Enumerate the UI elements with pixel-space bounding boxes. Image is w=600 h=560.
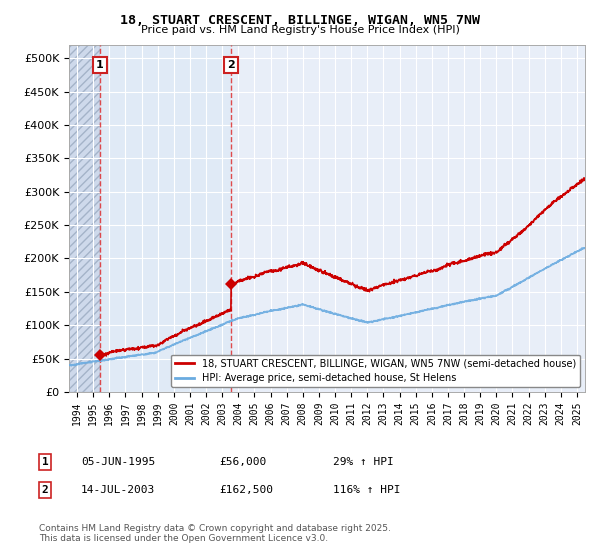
Text: 116% ↑ HPI: 116% ↑ HPI bbox=[333, 485, 401, 495]
Legend: 18, STUART CRESCENT, BILLINGE, WIGAN, WN5 7NW (semi-detached house), HPI: Averag: 18, STUART CRESCENT, BILLINGE, WIGAN, WN… bbox=[171, 354, 580, 387]
Text: Contains HM Land Registry data © Crown copyright and database right 2025.
This d: Contains HM Land Registry data © Crown c… bbox=[39, 524, 391, 543]
Text: £56,000: £56,000 bbox=[219, 457, 266, 467]
Text: 14-JUL-2003: 14-JUL-2003 bbox=[81, 485, 155, 495]
Text: Price paid vs. HM Land Registry's House Price Index (HPI): Price paid vs. HM Land Registry's House … bbox=[140, 25, 460, 35]
Text: 18, STUART CRESCENT, BILLINGE, WIGAN, WN5 7NW: 18, STUART CRESCENT, BILLINGE, WIGAN, WN… bbox=[120, 14, 480, 27]
Text: 1: 1 bbox=[41, 457, 49, 467]
Text: 2: 2 bbox=[227, 60, 235, 70]
Bar bbox=[100, 45, 231, 392]
Bar bbox=[69, 45, 100, 392]
Text: 29% ↑ HPI: 29% ↑ HPI bbox=[333, 457, 394, 467]
Text: 2: 2 bbox=[41, 485, 49, 495]
Text: 05-JUN-1995: 05-JUN-1995 bbox=[81, 457, 155, 467]
Text: £162,500: £162,500 bbox=[219, 485, 273, 495]
Text: 1: 1 bbox=[96, 60, 104, 70]
